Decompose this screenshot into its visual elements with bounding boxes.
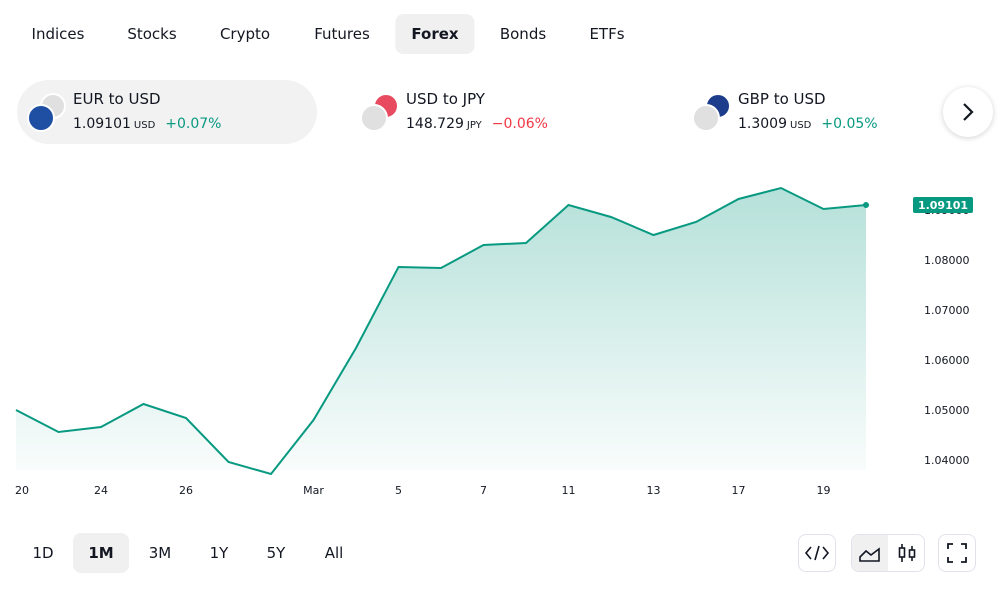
price-line (15, 186, 867, 476)
area-style-button[interactable] (852, 535, 888, 571)
tab[interactable]: Crypto (219, 25, 271, 43)
next-button[interactable] (943, 87, 993, 137)
flag-icons (27, 93, 66, 132)
range-button[interactable]: All (324, 544, 344, 562)
area-fill (16, 188, 866, 474)
ticker-quote: 1.09101 USD +0.07% (73, 116, 222, 132)
ticker-name: GBP to USD (738, 90, 826, 108)
ticker-change: −0.06% (491, 116, 548, 132)
tab[interactable]: Futures (314, 25, 370, 43)
chart-style-group (851, 534, 925, 572)
chevron-icon (963, 103, 974, 121)
range-button[interactable]: 1Y (209, 544, 229, 562)
x-tick-label: 13 (647, 484, 661, 497)
y-tick-label: 1.07000 (924, 304, 970, 317)
x-tick-label: 20 (15, 484, 29, 497)
x-tick-label: Mar (303, 484, 324, 497)
ticker-price: 1.3009 (738, 116, 787, 132)
ticker-unit: USD (790, 120, 812, 131)
ticker-name: USD to JPY (406, 90, 485, 108)
flag-icons (692, 93, 731, 132)
ticker-unit: USD (133, 120, 156, 131)
area-icon (859, 547, 880, 562)
x-tick-label: 17 (732, 484, 746, 497)
tab[interactable]: ETFs (589, 25, 625, 43)
embed-button[interactable] (798, 534, 836, 572)
ticker-card[interactable]: EUR to USD 1.09101 USD +0.07% (17, 80, 317, 144)
x-tick-label: 5 (395, 484, 402, 497)
ticker-name: EUR to USD (73, 90, 161, 108)
candle-style-button[interactable] (889, 535, 925, 571)
tab[interactable]: Stocks (127, 25, 177, 43)
last-point (863, 201, 869, 208)
ticker-unit: JPY (466, 120, 482, 131)
y-tick-label: 1.06000 (924, 354, 970, 367)
flag (27, 104, 55, 132)
x-tick-label: 19 (817, 484, 831, 497)
flag-icons (360, 93, 399, 132)
y-tick-label: 1.04000 (924, 454, 970, 467)
candle-icon (898, 544, 916, 562)
ticker-card[interactable]: GBP to USD 1.3009 USD +0.05% (682, 80, 982, 144)
x-tick-label: 7 (480, 484, 487, 497)
ticker-card[interactable]: USD to JPY 148.729 JPY −0.06% (350, 80, 650, 144)
tab[interactable]: Forex (395, 14, 475, 54)
ticker-change: +0.05% (821, 116, 878, 132)
tab[interactable]: Bonds (499, 25, 547, 43)
y-tick-label: 1.08000 (924, 254, 970, 267)
flag (360, 104, 388, 132)
range-button[interactable]: 3M (148, 544, 172, 562)
x-tick-label: 26 (179, 484, 193, 497)
last-price-label: 1.09101 (918, 199, 968, 212)
ticker-price: 148.729 (406, 116, 464, 132)
ticker-change: +0.07% (165, 116, 222, 132)
range-button[interactable]: 1M (73, 533, 129, 573)
tab[interactable]: Indices (31, 25, 85, 43)
fullscreen-icon (947, 543, 967, 563)
code-icon (804, 545, 830, 561)
x-tick-label: 24 (94, 484, 108, 497)
range-button[interactable]: 1D (32, 544, 54, 562)
flag (692, 104, 720, 132)
fullscreen-button[interactable] (938, 534, 976, 572)
last-price-badge (913, 196, 973, 213)
range-button[interactable]: 5Y (266, 544, 286, 562)
ticker-price: 1.09101 (73, 116, 131, 132)
ticker-quote: 1.3009 USD +0.05% (738, 116, 878, 132)
y-tick-label: 1.05000 (924, 404, 970, 417)
ticker-quote: 148.729 JPY −0.06% (406, 116, 548, 132)
x-tick-label: 11 (562, 484, 576, 497)
